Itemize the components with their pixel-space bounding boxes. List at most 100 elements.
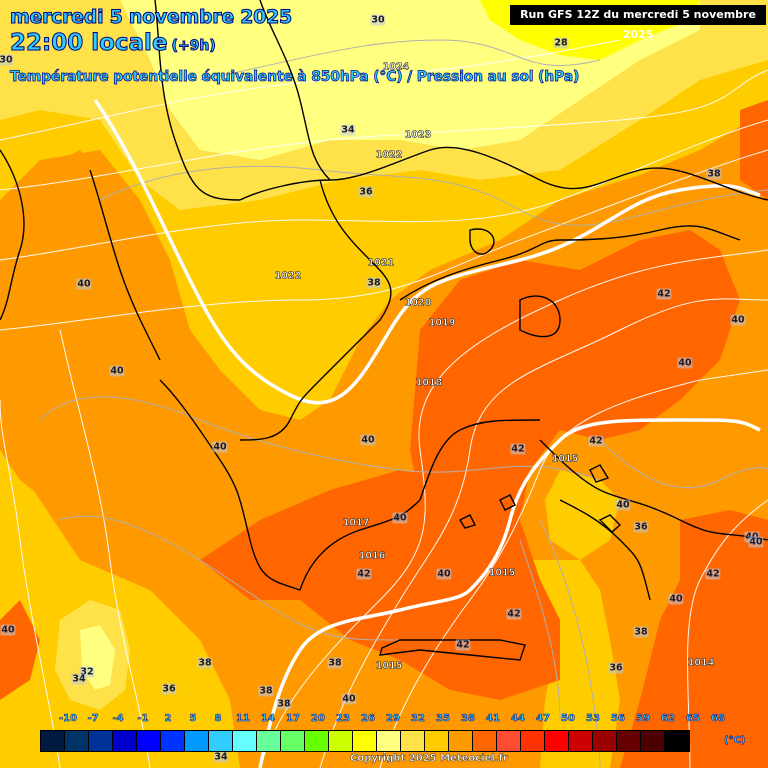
legend-tick: 38 — [461, 713, 475, 725]
legend-swatch — [161, 731, 185, 751]
isotherm-label: 40 — [668, 593, 684, 605]
isotherm-label: 40 — [212, 441, 228, 453]
isotherm-label: 38 — [276, 698, 292, 710]
legend-swatch — [377, 731, 401, 751]
legend-tick: 59 — [636, 713, 650, 725]
isotherm-label: 34 — [71, 673, 87, 685]
copyright: Copyright 2025 Meteociel.fr — [350, 753, 508, 765]
legend-tick: 8 — [214, 713, 222, 725]
legend-swatch — [401, 731, 425, 751]
isobar-label: 1015 — [375, 660, 403, 672]
isotherm-label: 40 — [436, 568, 452, 580]
legend-tick: 11 — [236, 713, 250, 725]
legend-tick: -7 — [87, 713, 99, 725]
isotherm-label: 40 — [360, 434, 376, 446]
legend-swatch — [641, 731, 665, 751]
isotherm-label: 40 — [341, 693, 357, 705]
isotherm-label: 40 — [109, 365, 125, 377]
isotherm-label: 38 — [258, 685, 274, 697]
model-run-label: Run GFS 12Z du mercredi 5 novembre 2025 — [510, 5, 766, 41]
legend-tick: 23 — [336, 713, 350, 725]
legend-swatch — [113, 731, 137, 751]
isotherm-label: 28 — [553, 37, 569, 49]
isobar-label: 1016 — [358, 550, 386, 562]
legend-tick: 26 — [361, 713, 375, 725]
isobar-label: 1023 — [404, 129, 432, 141]
isotherm-label: 40 — [76, 278, 92, 290]
legend-tick: 29 — [386, 713, 400, 725]
legend-swatch — [257, 731, 281, 751]
isotherm-label: 34 — [340, 124, 356, 136]
legend-tick: 32 — [411, 713, 425, 725]
isobar-label: 1021 — [367, 257, 395, 269]
legend-swatch — [41, 731, 65, 751]
isobar-label: 1015 — [488, 567, 516, 579]
legend-swatch — [593, 731, 617, 751]
isotherm-label: 42 — [510, 443, 526, 455]
legend-tick: 62 — [661, 713, 675, 725]
legend-swatch — [185, 731, 209, 751]
legend-swatch — [65, 731, 89, 751]
legend-tick: -4 — [112, 713, 124, 725]
legend-swatch — [449, 731, 473, 751]
legend-swatch — [665, 731, 689, 751]
isotherm-label: 38 — [706, 168, 722, 180]
legend-swatch — [497, 731, 521, 751]
legend-tick: 65 — [686, 713, 700, 725]
legend-swatch — [89, 731, 113, 751]
legend-tick: 47 — [536, 713, 550, 725]
isobar-label: 1022 — [274, 270, 302, 282]
legend-tick: 68 — [711, 713, 725, 725]
legend-tick: 41 — [486, 713, 500, 725]
legend-tick: 50 — [561, 713, 575, 725]
isobar-label: 1018 — [415, 377, 443, 389]
isotherm-label: 38 — [633, 626, 649, 638]
legend-swatch — [329, 731, 353, 751]
forecast-time: 22:00 locale (+9h) — [10, 30, 217, 57]
legend-tick: 17 — [286, 713, 300, 725]
legend-tick: -10 — [58, 713, 78, 725]
parameter-title: Température potentielle équivalente à 85… — [10, 69, 580, 86]
isotherm-label: 42 — [588, 435, 604, 447]
legend-swatch — [473, 731, 497, 751]
legend-swatch — [233, 731, 257, 751]
legend-swatch — [425, 731, 449, 751]
isotherm-label: 34 — [213, 751, 229, 763]
isotherm-label: 38 — [327, 657, 343, 669]
isotherm-label: 30 — [0, 54, 14, 66]
legend-tick: 35 — [436, 713, 450, 725]
legend-tick: 44 — [511, 713, 525, 725]
isotherm-label: 38 — [366, 277, 382, 289]
isotherm-label: 38 — [197, 657, 213, 669]
isotherm-label: 40 — [677, 357, 693, 369]
isotherm-label: 42 — [455, 639, 471, 651]
isotherm-label: 40 — [730, 314, 746, 326]
legend-swatch — [137, 731, 161, 751]
legend-tick: 56 — [611, 713, 625, 725]
legend-unit: (°C) — [724, 735, 746, 747]
forecast-date: mercredi 5 novembre 2025 — [10, 6, 293, 29]
isotherm-label: 40 — [0, 624, 16, 636]
isotherm-label: 36 — [608, 662, 624, 674]
color-scale-legend — [40, 730, 690, 752]
legend-swatch — [353, 731, 377, 751]
isotherm-label: 30 — [370, 14, 386, 26]
isobar-label: 1014 — [687, 657, 715, 669]
forecast-offset: (+9h) — [171, 38, 216, 55]
isotherm-label: 42 — [656, 288, 672, 300]
legend-swatch — [305, 731, 329, 751]
forecast-time-value: 22:00 locale — [10, 30, 169, 57]
isobar-label: 1020 — [404, 297, 432, 309]
legend-swatch — [545, 731, 569, 751]
isotherm-label: 40 — [748, 536, 764, 548]
legend-ticks: -10 -7 -4 -1 2 5 8 11 14 17 20 23 26 29 32 35 38 41 44 47 50… — [40, 713, 740, 727]
isotherm-label: 42 — [356, 568, 372, 580]
legend-tick: -1 — [137, 713, 149, 725]
isotherm-label: 40 — [615, 499, 631, 511]
legend-tick: 5 — [189, 713, 197, 725]
isotherm-label: 36 — [161, 683, 177, 695]
isotherm-label: 32 — [79, 666, 95, 678]
isotherm-label: 36 — [358, 186, 374, 198]
